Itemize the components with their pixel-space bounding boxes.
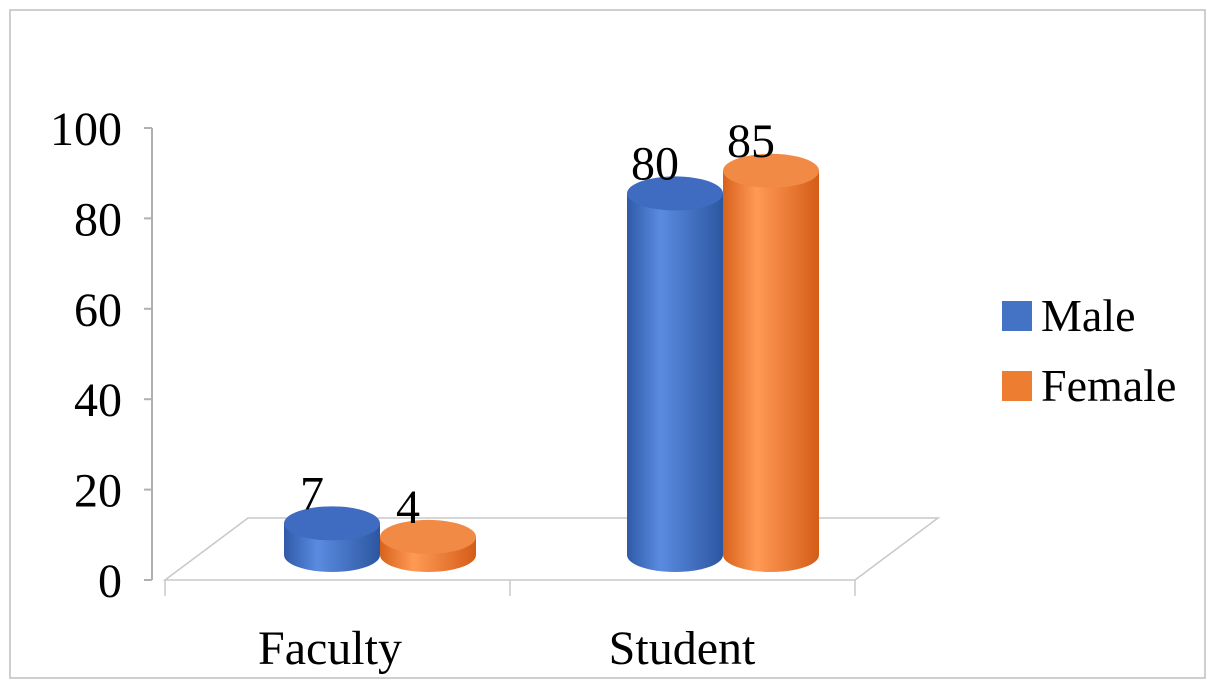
bar-female-faculty [380, 519, 476, 572]
bar-body [627, 193, 723, 572]
legend: Male Female [1002, 290, 1176, 411]
bar-top [723, 153, 819, 188]
data-label: 4 [396, 481, 420, 534]
chart-floor [162, 517, 941, 581]
legend-label-male: Male [1041, 290, 1136, 341]
chart-border [9, 9, 1206, 679]
data-label: 80 [631, 137, 679, 190]
legend-label-female: Female [1041, 360, 1176, 411]
y-tick-label: 80 [74, 193, 122, 246]
y-tick-label: 40 [74, 374, 122, 427]
data-label: 7 [300, 467, 324, 520]
bar-top [284, 506, 380, 541]
y-tick-label: 20 [74, 465, 122, 518]
category-label: Student [609, 622, 756, 675]
bar-top [627, 176, 723, 211]
category-label: Faculty [258, 622, 402, 675]
bar-female-student [723, 153, 819, 573]
bar-top [380, 519, 476, 554]
data-labels-layer: 7 4 80 85 [300, 115, 775, 534]
legend-swatch-male [1002, 301, 1032, 331]
y-tick-label: 60 [74, 284, 122, 337]
y-tick-label: 0 [98, 555, 122, 608]
x-tick-marks [164, 580, 856, 596]
y-tick-labels: 0 20 40 60 80 100 [50, 103, 122, 608]
bar-male-student [627, 176, 723, 572]
y-tick-marks [144, 127, 152, 581]
bars-layer [284, 153, 819, 573]
legend-swatch-female [1002, 371, 1032, 401]
bar-body [723, 170, 819, 573]
bar-male-faculty [284, 506, 380, 572]
y-tick-label: 100 [50, 103, 122, 156]
category-labels: Faculty Student [258, 622, 756, 675]
data-label: 85 [727, 115, 775, 168]
